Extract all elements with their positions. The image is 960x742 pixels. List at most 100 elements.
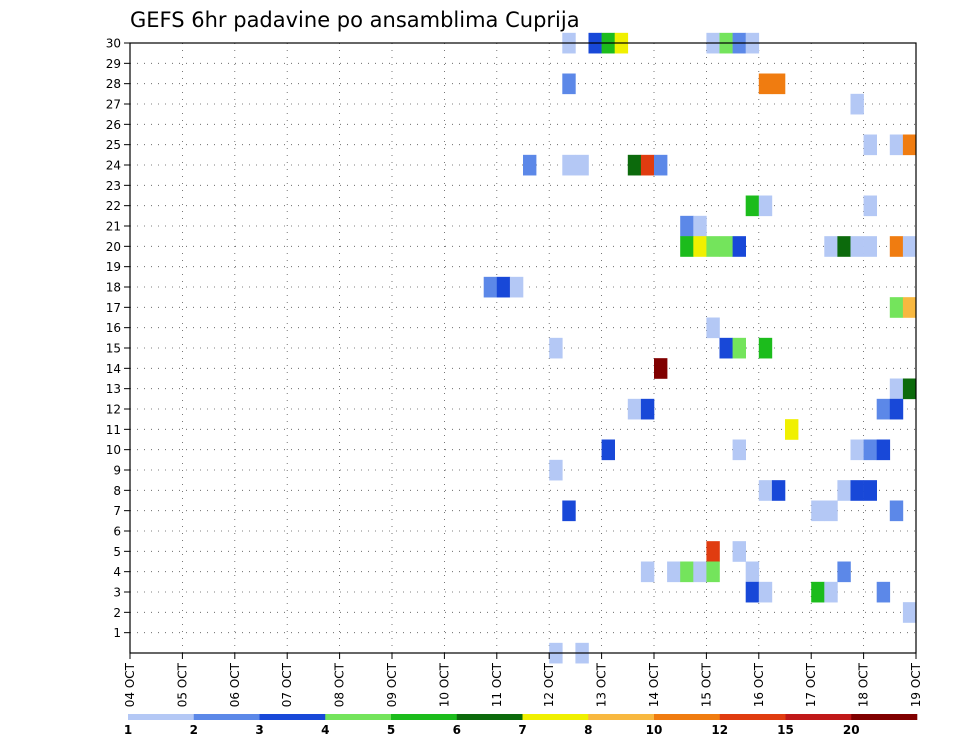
y-tick-label: 7 (113, 504, 121, 518)
heatmap-cell (667, 561, 681, 583)
heatmap-cell (509, 276, 524, 298)
heatmap-cell (745, 561, 760, 583)
colorbar-swatch (719, 714, 786, 720)
y-tick-label: 5 (113, 545, 121, 559)
y-tick-label: 29 (106, 57, 121, 71)
heatmap-cell (850, 439, 864, 461)
y-tick-label: 28 (106, 77, 121, 91)
heatmap-cell (889, 236, 904, 257)
heatmap-cell (863, 439, 877, 461)
heatmap-cell (771, 480, 786, 501)
colorbar: 1 2 3 4 5 6 7 8 10 12 15 20 (124, 714, 918, 737)
colorbar-label: 2 (190, 723, 198, 737)
x-tick-label: 07 OCT (280, 662, 294, 707)
heatmap-cell (811, 581, 825, 603)
colorbar-label: 12 (711, 723, 728, 737)
colorbar-swatch (259, 714, 326, 720)
y-tick-label: 20 (106, 240, 121, 254)
x-tick-label: 10 OCT (437, 662, 451, 707)
y-tick-label: 18 (106, 281, 121, 295)
x-tick-label: 04 OCT (123, 662, 137, 707)
colorbar-label: 4 (321, 723, 329, 737)
heatmap-cell (850, 480, 864, 501)
colorbar-swatch (522, 714, 589, 720)
heatmap-cell (654, 154, 668, 176)
heatmap-cells (483, 32, 917, 664)
heatmap-cell (785, 419, 799, 440)
heatmap-cell (758, 73, 773, 95)
heatmap-cell (889, 398, 904, 420)
y-tick-label: 30 (106, 37, 121, 51)
heatmap-cell (902, 602, 917, 623)
y-tick-label: 12 (106, 403, 121, 417)
heatmap-cell (706, 561, 720, 583)
y-tick-label: 23 (106, 179, 121, 193)
colorbar-swatch (193, 714, 260, 720)
colorbar-label: 15 (777, 723, 794, 737)
heatmap-cell (863, 195, 877, 217)
y-tick-label: 3 (113, 586, 121, 600)
grid-lines (130, 42, 916, 653)
y-tick-label: 24 (106, 159, 121, 173)
heatmap-cell (824, 236, 838, 257)
y-tick-label: 22 (106, 199, 121, 213)
x-tick-label: 06 OCT (228, 662, 242, 707)
heatmap-cell (863, 134, 877, 156)
heatmap-cell (627, 398, 642, 420)
heatmap-cell (693, 561, 707, 583)
heatmap-cell (706, 236, 720, 257)
colorbar-label: 8 (584, 723, 592, 737)
y-tick-label: 2 (113, 606, 121, 620)
heatmap-cell (876, 439, 891, 461)
heatmap-cell (732, 541, 746, 562)
y-tick-label: 16 (106, 321, 121, 335)
heatmap-cell (496, 276, 511, 298)
heatmap-cell (902, 378, 917, 400)
y-axis: 1234567891011121314151617181920212223242… (106, 37, 130, 640)
x-tick-label: 17 OCT (804, 662, 818, 707)
colorbar-label: 1 (124, 723, 132, 737)
x-tick-label: 11 OCT (490, 662, 504, 707)
y-tick-label: 17 (106, 301, 121, 315)
heatmap-cell (483, 276, 498, 298)
x-tick-label: 15 OCT (699, 662, 713, 707)
colorbar-label: 10 (646, 723, 663, 737)
colorbar-swatch (456, 714, 523, 720)
colorbar-label: 5 (387, 723, 395, 737)
x-tick-label: 08 OCT (333, 662, 347, 707)
heatmap-cell (732, 337, 746, 359)
y-tick-label: 11 (106, 423, 121, 437)
y-tick-label: 14 (106, 362, 121, 376)
y-tick-label: 9 (113, 464, 121, 478)
colorbar-swatch (851, 714, 918, 720)
heatmap-cell (850, 93, 864, 115)
heatmap-cell (745, 195, 760, 217)
heatmap-cell (902, 134, 917, 156)
colorbar-label: 3 (255, 723, 263, 737)
heatmap-cell (680, 561, 694, 583)
heatmap-cell (640, 154, 655, 176)
heatmap-cell (549, 337, 563, 359)
heatmap-cell (732, 236, 746, 257)
heatmap-cell (889, 500, 904, 522)
heatmap-cell (876, 581, 891, 603)
heatmap-cell (876, 398, 891, 420)
heatmap-cell (654, 358, 668, 379)
colorbar-swatch (128, 714, 195, 720)
heatmap-cell (549, 459, 563, 481)
heatmap-cell (732, 439, 746, 461)
heatmap-cell (680, 215, 694, 237)
heatmap-cell (902, 297, 917, 318)
x-tick-label: 14 OCT (647, 662, 661, 707)
heatmap-cell (706, 317, 720, 339)
heatmap-cell (693, 215, 707, 237)
heatmap-cell (850, 236, 864, 257)
y-tick-label: 25 (106, 138, 121, 152)
heatmap-cell (758, 195, 773, 217)
colorbar-swatch (654, 714, 721, 720)
heatmap-cell (863, 236, 877, 257)
x-tick-label: 19 OCT (909, 662, 923, 707)
y-tick-label: 15 (106, 342, 121, 356)
heatmap-cell (523, 154, 537, 176)
